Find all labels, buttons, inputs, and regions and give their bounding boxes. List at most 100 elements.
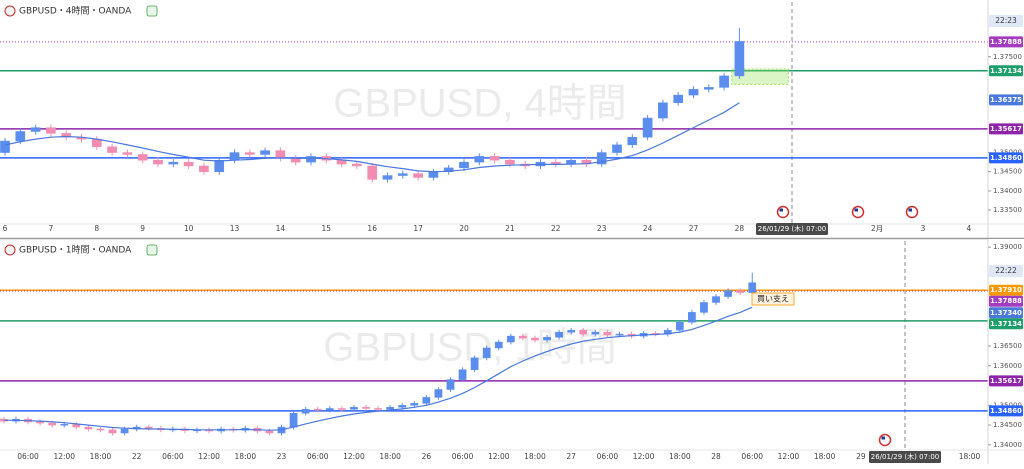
x-tick-label: 27 bbox=[566, 452, 576, 461]
candle-body bbox=[413, 173, 423, 178]
candle-body bbox=[36, 421, 44, 424]
candle-body bbox=[352, 163, 362, 167]
candle-body bbox=[474, 156, 485, 163]
candle-body bbox=[410, 403, 419, 406]
candle-body bbox=[244, 152, 255, 155]
candle-body bbox=[84, 426, 93, 430]
candle-body bbox=[612, 144, 622, 153]
candle-body bbox=[459, 161, 469, 169]
candle-body bbox=[386, 407, 395, 410]
candle-body bbox=[719, 75, 729, 88]
candle-body bbox=[362, 407, 370, 409]
candle-body bbox=[382, 175, 393, 180]
price-box-label: 1.37134 bbox=[990, 320, 1022, 328]
y-tick-label: 1.34500 bbox=[993, 168, 1022, 176]
x-tick-label: 12:00 bbox=[633, 452, 655, 461]
countdown: 22:22 bbox=[995, 266, 1017, 275]
x-tick-label: 8 bbox=[94, 224, 99, 233]
price-box-label: 1.37340 bbox=[990, 309, 1022, 317]
candle-body bbox=[673, 94, 684, 103]
price-box bbox=[989, 36, 1023, 48]
candle-body bbox=[579, 329, 588, 335]
candle-body bbox=[531, 337, 539, 341]
candle-body bbox=[168, 161, 179, 165]
x-tick-label: 26 bbox=[422, 452, 432, 461]
x-tick-label: 18:00 bbox=[669, 452, 691, 461]
event-flag-canton bbox=[881, 436, 885, 440]
candle-body bbox=[301, 409, 310, 414]
x-tick-label: 2月 bbox=[871, 224, 883, 233]
moving-average bbox=[3, 306, 753, 431]
candle-body bbox=[120, 428, 129, 434]
candle-body bbox=[325, 408, 334, 411]
candle-body bbox=[265, 430, 274, 434]
x-tick-label: 18:00 bbox=[524, 452, 546, 461]
price-box-label: 1.35617 bbox=[990, 377, 1022, 385]
candle-body bbox=[724, 290, 732, 297]
x-tick-label: 06:00 bbox=[741, 452, 763, 461]
price-box-label: 1.37888 bbox=[990, 38, 1022, 46]
price-axis bbox=[988, 0, 1024, 238]
x-tick-label: 28 bbox=[735, 224, 745, 233]
candle-body bbox=[675, 322, 684, 331]
x-tick-label: 06:00 bbox=[307, 452, 329, 461]
price-box-label: 1.36375 bbox=[990, 96, 1022, 104]
x-tick-label: 06:00 bbox=[162, 452, 184, 461]
candle-body bbox=[137, 154, 148, 161]
cursor-time: 26/01/29 (木) 07:00 bbox=[758, 224, 827, 233]
symbol-icon bbox=[4, 244, 16, 256]
event-flag bbox=[776, 205, 790, 219]
x-tick-label: 15 bbox=[322, 224, 332, 233]
y-tick-label: 1.33500 bbox=[993, 206, 1022, 214]
x-tick-label: 06:00 bbox=[17, 452, 39, 461]
x-tick-label: 28 bbox=[711, 452, 721, 461]
price-box-label: 1.34860 bbox=[990, 154, 1022, 162]
candle-body bbox=[422, 397, 431, 404]
chart-title: GBPUSD・1時間・OANDA bbox=[19, 245, 132, 256]
countdown-box bbox=[989, 265, 1023, 277]
y-tick-label: 1.36000 bbox=[993, 362, 1022, 370]
candle-body bbox=[712, 296, 720, 303]
x-tick-label: 24 bbox=[643, 224, 653, 233]
candle-body bbox=[96, 428, 105, 431]
candle-body bbox=[446, 379, 455, 390]
x-tick-label: 13 bbox=[230, 224, 240, 233]
candle-body bbox=[596, 152, 607, 165]
countdown-box bbox=[989, 15, 1023, 27]
price-box bbox=[989, 375, 1023, 387]
candle-body bbox=[0, 140, 10, 153]
candle-body bbox=[434, 389, 443, 398]
x-tick-label: 22 bbox=[551, 224, 561, 233]
event-flag bbox=[905, 205, 919, 219]
candle-body bbox=[458, 369, 467, 380]
x-tick-label: 18:00 bbox=[959, 452, 981, 461]
symbol-icon bbox=[4, 5, 16, 17]
candle-body bbox=[398, 405, 407, 408]
candle-body bbox=[374, 408, 382, 410]
candle-body bbox=[505, 159, 515, 165]
event-flag bbox=[878, 433, 892, 447]
x-tick-label: 17 bbox=[413, 224, 423, 233]
price-box-label: 1.35617 bbox=[990, 125, 1022, 133]
candle-body bbox=[470, 357, 479, 370]
event-flag-canton bbox=[854, 208, 858, 212]
x-tick-label: 21 bbox=[505, 224, 515, 233]
price-box bbox=[989, 307, 1023, 319]
candle-body bbox=[61, 133, 72, 138]
x-tick-label: 27 bbox=[689, 224, 699, 233]
candle-body bbox=[214, 159, 225, 172]
y-tick-label: 1.34500 bbox=[993, 421, 1022, 429]
candle-body bbox=[428, 171, 439, 178]
candle-body bbox=[494, 341, 503, 349]
candle-body bbox=[313, 409, 322, 411]
x-tick-label: 06:00 bbox=[452, 452, 474, 461]
x-tick-label: 6 bbox=[3, 224, 8, 233]
price-box-label: 1.37134 bbox=[990, 67, 1022, 75]
candle-body bbox=[688, 89, 699, 96]
price-box-label: 1.34860 bbox=[990, 407, 1022, 415]
candle-body bbox=[543, 337, 551, 341]
countdown: 22:23 bbox=[995, 16, 1017, 25]
candle-body bbox=[350, 407, 358, 410]
